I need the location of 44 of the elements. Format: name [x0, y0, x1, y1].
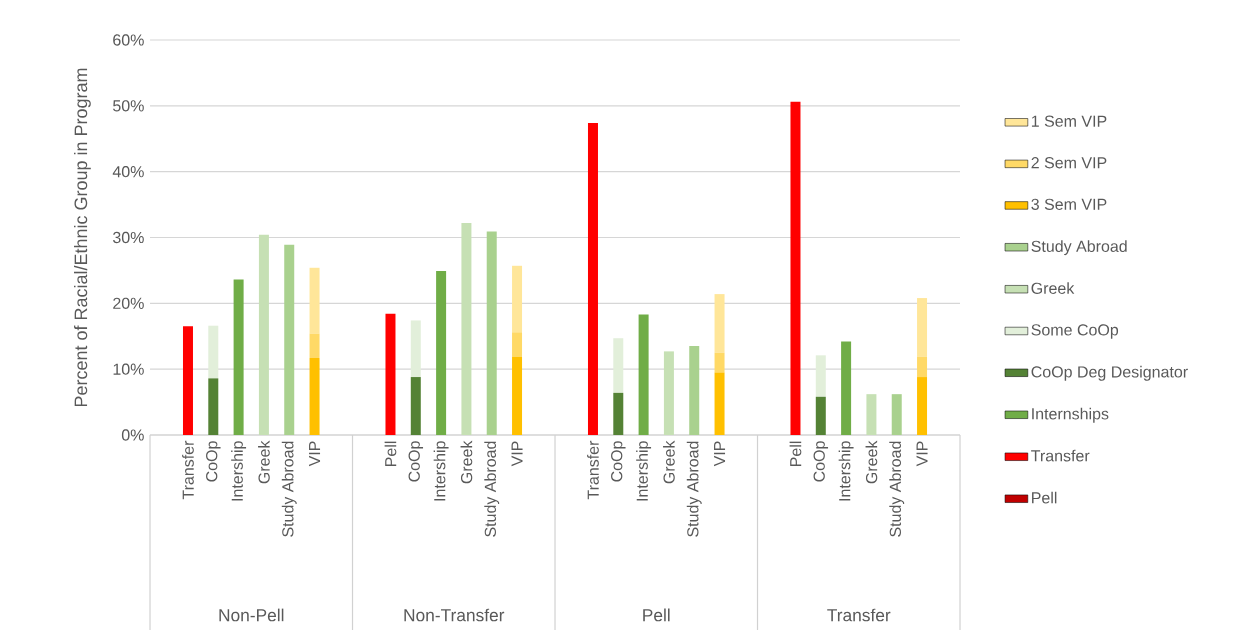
- legend-label: CoOp Deg Designator: [1031, 365, 1188, 381]
- legend-label: Internships: [1032, 407, 1109, 423]
- y-tick-label: 10%: [113, 363, 144, 375]
- x-tick-label: CoOp: [206, 441, 221, 482]
- x-tick-label: Transfer: [587, 440, 599, 500]
- x-tick-label: Greek: [258, 440, 270, 484]
- text: Non-Transfer: [404, 608, 505, 622]
- x-tick-label: VIP: [714, 441, 726, 467]
- y-tick-label: 0%: [121, 429, 144, 441]
- legend-label: Study Abroad: [1031, 240, 1127, 256]
- x-tick-label: Greek: [865, 440, 878, 484]
- legend-label: 3 Sem VIP: [1031, 198, 1107, 210]
- x-tick-label: CoOp: [813, 441, 829, 482]
- text: Pell: [643, 608, 670, 622]
- x-tick-label: Intership: [636, 441, 652, 501]
- legend-label: 2 Sem VIP: [1031, 157, 1107, 169]
- x-tick-label: Study Abroad: [686, 441, 702, 537]
- x-tick-label: VIP: [511, 441, 523, 467]
- y-tick-label: 50%: [113, 100, 144, 112]
- x-tick-label: Pell: [789, 441, 802, 466]
- text: Non-Pell: [219, 608, 284, 622]
- legend-label: Some CoOp: [1031, 324, 1119, 339]
- y-tick-label: 20%: [113, 297, 144, 309]
- legend-label: Greek: [1031, 282, 1075, 294]
- x-tick-label: VIP: [309, 441, 321, 467]
- y-tick-label: 30%: [113, 231, 144, 244]
- x-tick-label: Intership: [231, 441, 247, 501]
- x-tick-label: CoOp: [611, 441, 626, 482]
- x-tick-label: Greek: [663, 440, 675, 484]
- x-tick-label: Study Abroad: [484, 441, 500, 537]
- x-tick-label: Greek: [460, 440, 473, 484]
- y-tick-label: 40%: [112, 166, 144, 178]
- x-tick-label: Study Abroad: [889, 441, 905, 537]
- x-tick-label: Transfer: [182, 440, 194, 500]
- y-tick-label: 60%: [113, 34, 144, 46]
- y-axis-title: Percent of Racial/Ethnic Group in Program: [74, 68, 91, 407]
- x-tick-label: Study Abroad: [281, 441, 297, 537]
- x-tick-label: Pell: [384, 441, 397, 466]
- text: Transfer: [827, 608, 891, 622]
- x-tick-label: VIP: [916, 441, 928, 467]
- x-tick-label: Intership: [433, 441, 449, 501]
- x-tick-label: Intership: [838, 441, 854, 501]
- x-tick-label: CoOp: [408, 441, 424, 482]
- legend-label: 1 Sem VIP: [1031, 115, 1107, 127]
